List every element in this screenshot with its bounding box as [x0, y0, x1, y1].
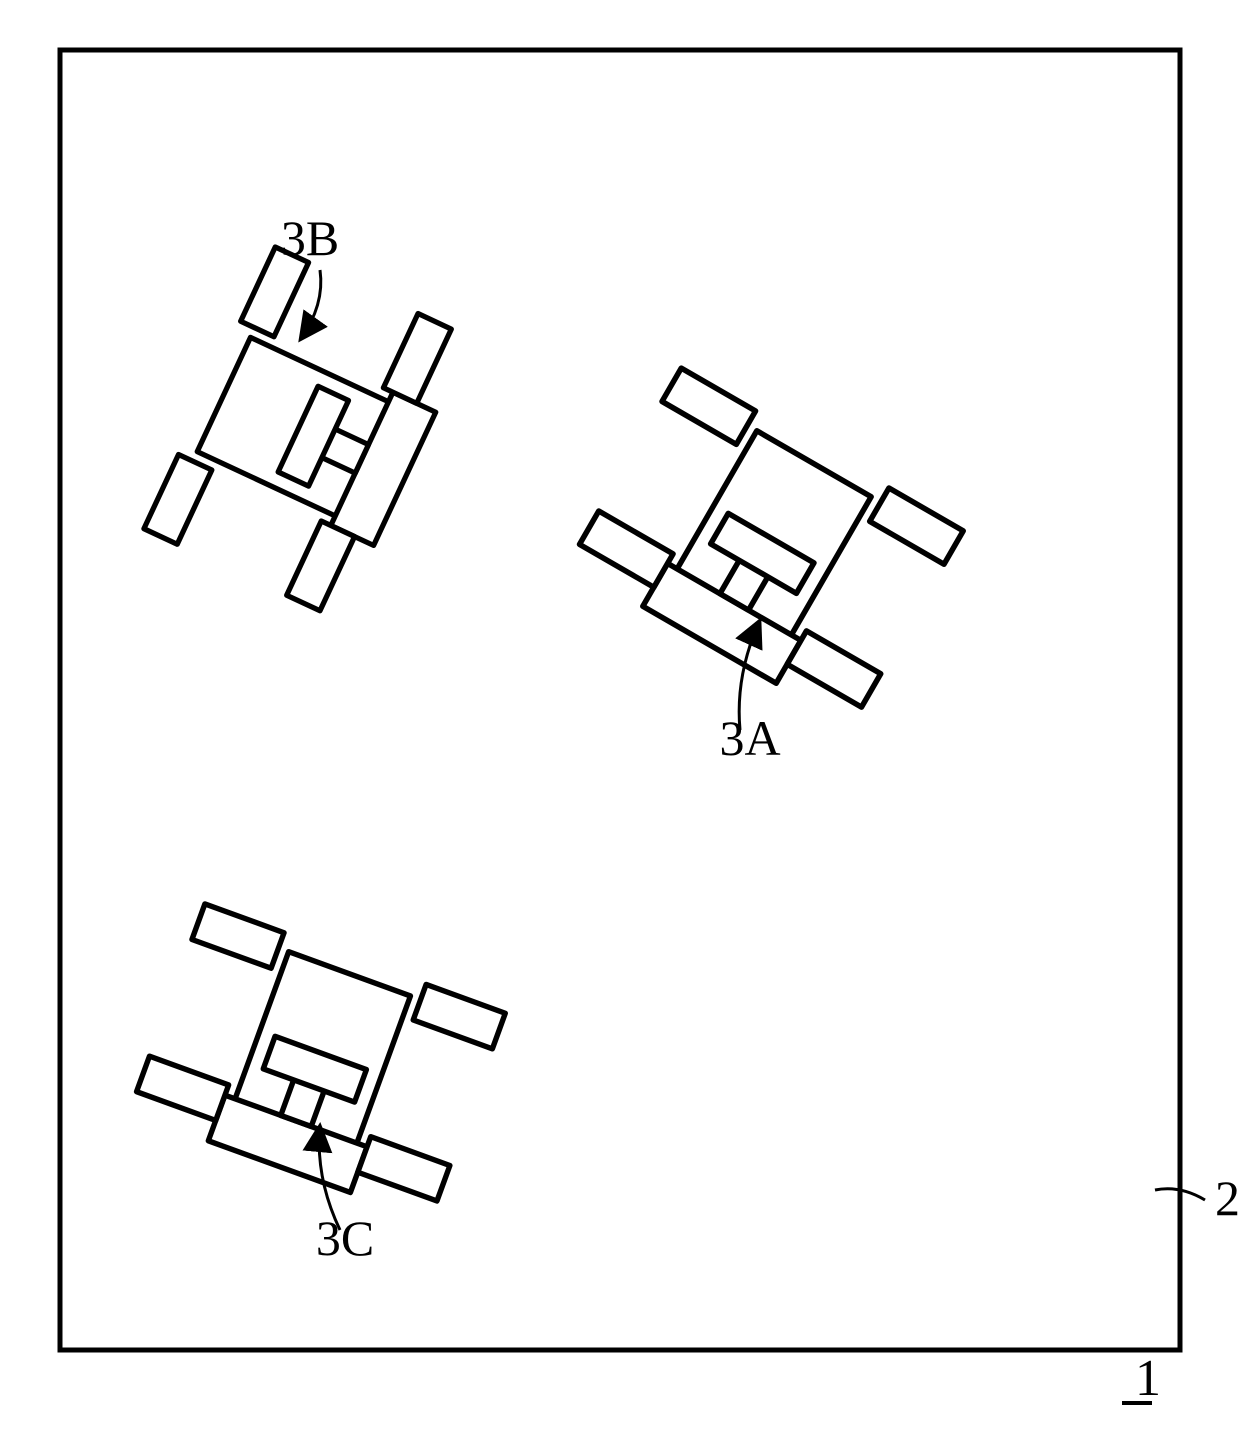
outer-label: 1: [1135, 1350, 1161, 1407]
outer-frame: [60, 50, 1180, 1350]
vehicle-label: 3C: [316, 1210, 374, 1266]
vehicle-label: 3A: [719, 710, 780, 766]
vehicle-label: 3B: [281, 210, 339, 266]
outer-label: 2: [1215, 1170, 1240, 1226]
